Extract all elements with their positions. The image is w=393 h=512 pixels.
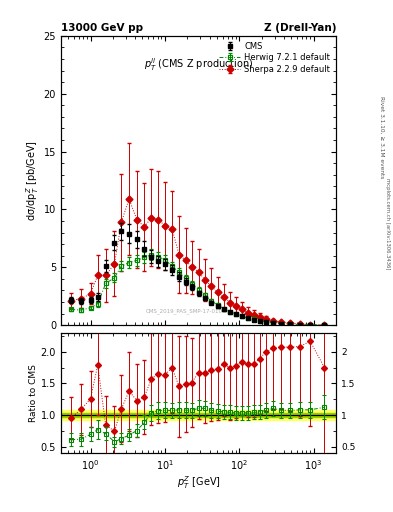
Bar [61,413,336,417]
X-axis label: $p_T^Z$ [GeV]: $p_T^Z$ [GeV] [176,475,220,492]
Bar [61,410,336,420]
Text: mcplots.cern.ch [arXiv:1306.3436]: mcplots.cern.ch [arXiv:1306.3436] [385,178,389,270]
Text: $p_T^{ll}$ (CMS Z production): $p_T^{ll}$ (CMS Z production) [144,56,253,73]
Text: 13000 GeV pp: 13000 GeV pp [61,23,143,33]
Text: CMS_2019_PAS_SMP-17-010: CMS_2019_PAS_SMP-17-010 [146,308,223,313]
Y-axis label: dσ/dp$_T^Z$ [pb/GeV]: dσ/dp$_T^Z$ [pb/GeV] [24,140,41,221]
Text: Z (Drell-Yan): Z (Drell-Yan) [264,23,336,33]
Text: Rivet 3.1.10, ≥ 3.1M events: Rivet 3.1.10, ≥ 3.1M events [380,96,384,178]
Legend: CMS, Herwig 7.2.1 default, Sherpa 2.2.9 default: CMS, Herwig 7.2.1 default, Sherpa 2.2.9 … [218,40,332,75]
Y-axis label: Ratio to CMS: Ratio to CMS [29,364,38,422]
